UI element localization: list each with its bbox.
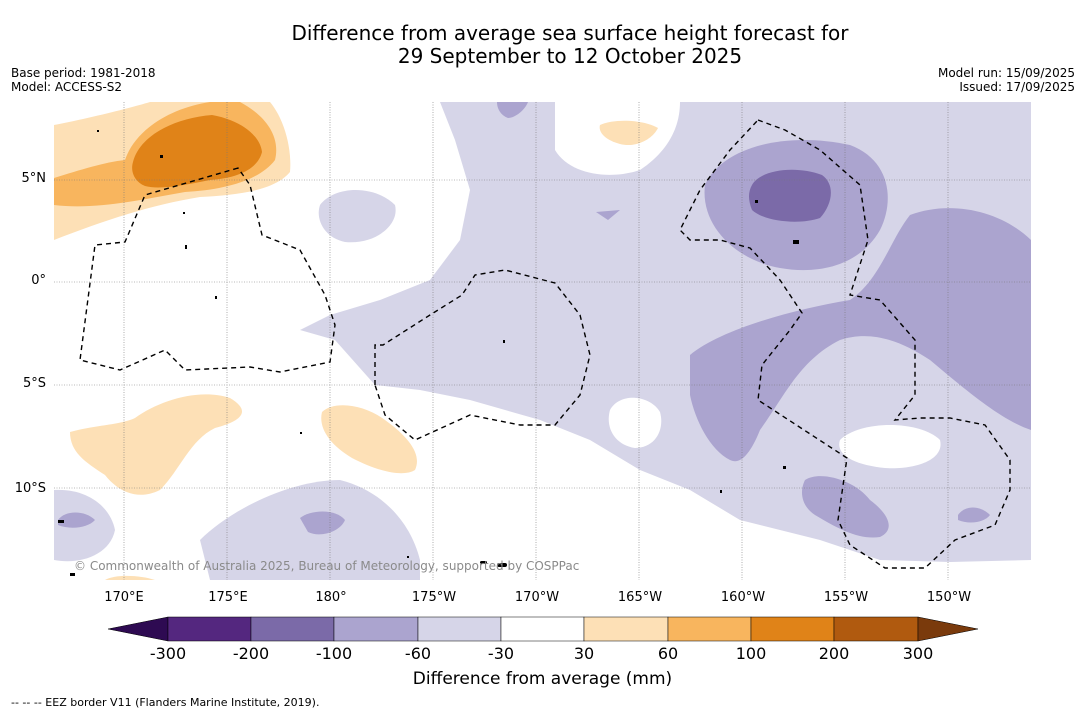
island-savaii [480,561,487,564]
colorbar-title: Difference from average (mm) [412,669,673,689]
eez-border-kiribati-line [679,119,1011,569]
lat-label-5s: 5°S [22,376,46,391]
model-label: Model: ACCESS-S2 [11,80,123,94]
island-nanumea [185,245,187,249]
island-samoa [497,563,507,567]
anomaly-region-purple-east [690,208,1031,462]
island-butaritari [97,130,99,132]
island-fiji [58,520,64,523]
copyright-notice: © Commonwealth of Australia 2025, Bureau… [74,559,580,573]
base-period-label: Base period: 1981-2018 [11,66,156,80]
island-rotuma [300,432,302,434]
colorbar-tick-label: -30 [487,644,515,663]
colorbar-tick-label: 200 [818,644,850,663]
colorbar [107,616,979,642]
lat-label-equator: 0° [31,273,46,288]
colorbar-bin-9 [833,616,919,642]
colorbar-bin-6 [583,616,669,642]
lon-label-160w: 160°W [720,590,766,605]
meta-left: Base period: 1981-2018 Model: ACCESS-S2 [11,66,156,94]
model-run-label: Model run: 15/09/2025 [937,66,1075,80]
colorbar-bin-2 [250,616,335,642]
lat-label-10s: 10°S [14,481,46,496]
title-line-2: 29 September to 12 October 2025 [397,44,743,68]
lat-label-5n: 5°N [21,171,47,186]
anomaly-region-purple-patch [596,210,620,220]
title-line-1: Difference from average sea surface heig… [291,21,849,45]
eez-border-tokelau [374,269,591,441]
eez-borders [79,119,1011,569]
anomaly-region-purple-south [300,511,345,535]
anomaly-region-light-orange-bottom [105,575,155,580]
island-tabuaeran [755,200,758,203]
colorbar-tick-label: -100 [315,644,353,663]
colorbar-tick-label: 60 [657,644,679,663]
neutral-region-east [839,425,941,469]
lon-label-170w: 170°W [514,590,560,605]
anomaly-region-purple-far-east [958,507,990,523]
island-abemama [183,212,185,214]
island-kiritimati [793,240,799,244]
map-plot-area [54,102,1031,580]
anomaly-region-light-purple-west [318,190,396,243]
lon-label-165w: 165°W [617,590,663,605]
colorbar-underflow-arrow [107,616,169,642]
anomaly-region-dark-purple [749,169,831,222]
island-fiji-south [70,573,75,576]
eez-footnote: -- -- -- EEZ border V11 (Flanders Marine… [11,696,320,709]
colorbar-tick-label: -300 [149,644,187,663]
colorbar-tick-label: -60 [404,644,432,663]
colorbar-bin-1 [167,616,252,642]
issued-label: Issued: 17/09/2025 [959,80,1075,94]
island-tarawa [160,155,163,158]
anomaly-region-light-orange-north [599,120,658,146]
lon-label-180: 180° [315,590,347,605]
lon-label-170e: 170°E [104,590,144,605]
colorbar-bin-7 [667,616,752,642]
anomaly-region-light-orange-southwest [70,394,242,495]
colorbar-bin-3 [333,616,419,642]
map-title: Difference from average sea surface heig… [0,22,1085,68]
islands [58,130,799,576]
lon-label-150w: 150°W [926,590,972,605]
colorbar-bin-5 [500,616,585,642]
colorbar-overflow-arrow [917,616,979,642]
eez-border-tuvalu-west [79,167,336,373]
colorbar-bin-8 [750,616,835,642]
colorbar-tick-label: 100 [735,644,767,663]
colorbar-tick-label: 30 [573,644,595,663]
anomaly-region-purple-southwest [58,512,95,528]
island-atafu [503,340,505,343]
island-manihiki [720,490,722,493]
island-penrhyn [783,466,786,469]
graticule [54,102,1031,580]
island-funafuti [215,296,217,299]
meta-right: Model run: 15/09/2025 Issued: 17/09/2025 [938,66,1075,94]
anomaly-region-light-orange-south [321,405,417,474]
lon-label-175w: 175°W [411,590,457,605]
colorbar-tick-label: -200 [232,644,270,663]
neutral-region-central [608,397,662,448]
anomaly-region-dark-orange-northwest [132,115,262,188]
anomaly-region-purple-north-small [497,102,528,118]
colorbar-bin-4 [417,616,502,642]
colorbar-tick-label: 300 [902,644,934,663]
island-wallis [407,556,409,558]
anomaly-region-purple-southeast [802,476,889,538]
lon-label-175e: 175°E [208,590,248,605]
lon-label-155w: 155°W [823,590,869,605]
